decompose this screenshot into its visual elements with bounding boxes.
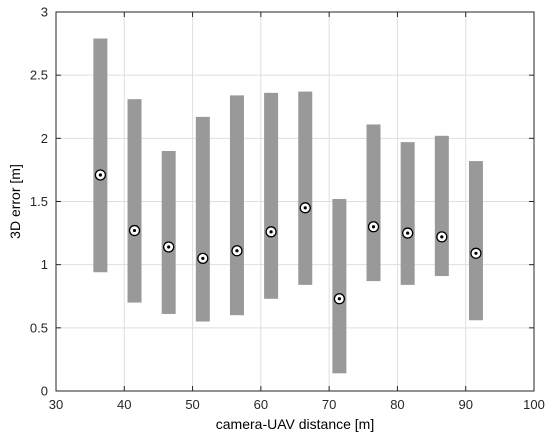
mean-marker-dot [269,230,273,234]
range-bar [298,91,313,285]
mean-marker-dot [303,206,307,210]
error-bars [93,38,483,374]
mean-marker-dot [132,228,137,233]
x-tick-label: 60 [254,397,268,412]
x-tick-label: 50 [185,397,199,412]
x-tick-label: 90 [458,397,472,412]
range-bar [161,150,176,314]
mean-marker-dot [474,251,478,255]
range-bar [434,135,449,277]
range-bar [332,198,347,374]
range-bar [400,142,415,285]
axis-ticks: 30 40 50 60 70 80 90 100 0 0.5 1 1.5 2 2.5 3 [30,5,545,413]
mean-marker-dot [371,225,376,229]
x-axis-label: camera-UAV distance [m] [216,416,374,432]
mean-marker-dot [235,249,239,253]
mean-marker-dot [201,256,205,260]
gridlines [56,12,534,391]
x-tick-label: 100 [523,397,545,412]
x-tick-label: 30 [49,397,63,412]
y-tick-label: 2 [41,131,48,146]
range-bar [366,124,381,282]
y-tick-label: 1.5 [30,194,48,209]
y-tick-label: 0.5 [30,320,48,335]
y-axis-label: 3D error [m] [7,164,23,239]
range-bar [127,99,142,303]
y-tick-label: 1 [41,257,48,272]
mean-marker-dot [406,231,410,235]
mean-marker-dot [337,297,341,301]
mean-markers [94,169,482,305]
range-bar [195,116,210,322]
y-tick-label: 2.5 [30,68,48,83]
range-bar [93,38,108,273]
x-tick-label: 80 [390,397,404,412]
range-bar [229,95,244,316]
mean-marker-dot [167,245,171,249]
x-tick-label: 40 [117,397,131,412]
y-tick-label: 0 [41,384,48,399]
range-bar [468,161,483,321]
x-tick-label: 70 [322,397,336,412]
range-bar [264,92,279,299]
mean-marker-dot [440,235,444,239]
mean-marker-dot [98,173,102,177]
y-tick-label: 3 [41,5,48,20]
